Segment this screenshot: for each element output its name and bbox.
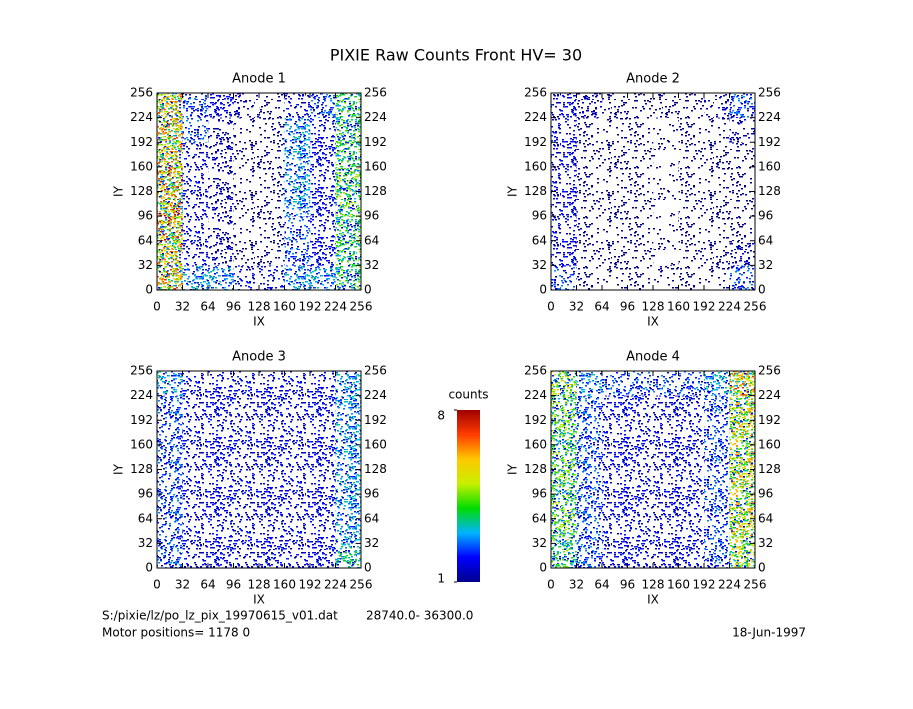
chart: PIXIE Raw Counts Front HV= 30 S:/pixie/l… <box>0 0 913 705</box>
